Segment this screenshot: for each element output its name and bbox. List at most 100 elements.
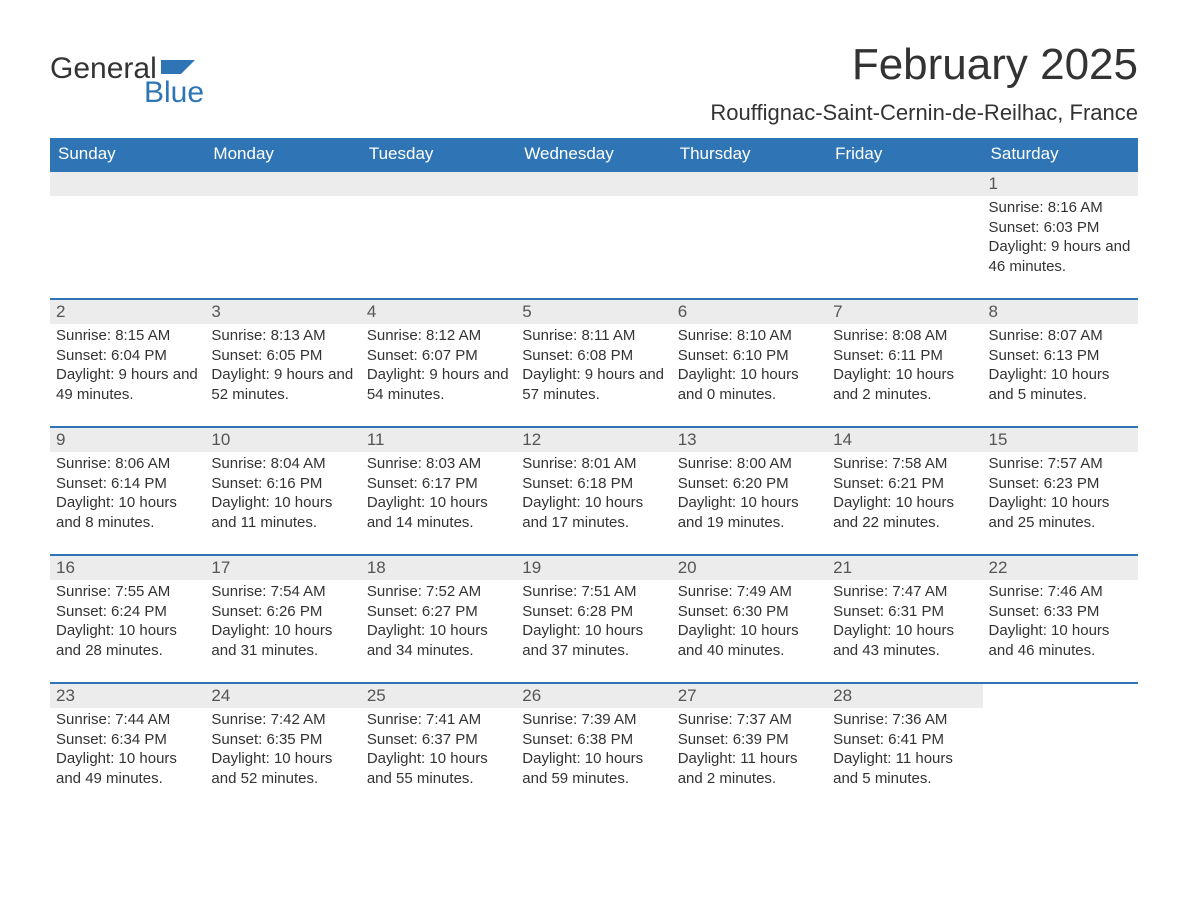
day-number-empty [672,172,827,196]
sunset-text: Sunset: 6:35 PM [211,730,354,750]
day-number: 2 [50,300,205,324]
sunset-text: Sunset: 6:20 PM [678,474,821,494]
sunrise-text: Sunrise: 7:57 AM [989,454,1132,474]
sunrise-text: Sunrise: 8:12 AM [367,326,510,346]
day-number: 4 [361,300,516,324]
day-header: Sunday [50,138,205,170]
calendar-week-row: 2Sunrise: 8:15 AMSunset: 6:04 PMDaylight… [50,298,1138,426]
page-title: February 2025 [710,40,1138,90]
sunset-text: Sunset: 6:33 PM [989,602,1132,622]
sunset-text: Sunset: 6:04 PM [56,346,199,366]
calendar-day-cell: 11Sunrise: 8:03 AMSunset: 6:17 PMDayligh… [361,428,516,554]
calendar-day-cell: 17Sunrise: 7:54 AMSunset: 6:26 PMDayligh… [205,556,360,682]
day-details: Sunrise: 8:15 AMSunset: 6:04 PMDaylight:… [50,324,205,412]
calendar-day-cell: 19Sunrise: 7:51 AMSunset: 6:28 PMDayligh… [516,556,671,682]
daylight-text: Daylight: 10 hours and 8 minutes. [56,493,199,532]
day-number: 6 [672,300,827,324]
calendar-day-cell [516,172,671,298]
daylight-text: Daylight: 10 hours and 52 minutes. [211,749,354,788]
sunrise-text: Sunrise: 8:04 AM [211,454,354,474]
sunrise-text: Sunrise: 8:10 AM [678,326,821,346]
sunset-text: Sunset: 6:16 PM [211,474,354,494]
sunset-text: Sunset: 6:11 PM [833,346,976,366]
day-details: Sunrise: 7:52 AMSunset: 6:27 PMDaylight:… [361,580,516,668]
daylight-text: Daylight: 9 hours and 49 minutes. [56,365,199,404]
logo-word2: Blue [144,76,204,110]
sunset-text: Sunset: 6:38 PM [522,730,665,750]
sunrise-text: Sunrise: 7:37 AM [678,710,821,730]
day-number: 13 [672,428,827,452]
sunrise-text: Sunrise: 8:11 AM [522,326,665,346]
day-details: Sunrise: 7:47 AMSunset: 6:31 PMDaylight:… [827,580,982,668]
daylight-text: Daylight: 10 hours and 17 minutes. [522,493,665,532]
daylight-text: Daylight: 9 hours and 57 minutes. [522,365,665,404]
day-details: Sunrise: 8:13 AMSunset: 6:05 PMDaylight:… [205,324,360,412]
day-details: Sunrise: 7:39 AMSunset: 6:38 PMDaylight:… [516,708,671,796]
sunset-text: Sunset: 6:21 PM [833,474,976,494]
sunset-text: Sunset: 6:14 PM [56,474,199,494]
sunset-text: Sunset: 6:37 PM [367,730,510,750]
day-details: Sunrise: 8:07 AMSunset: 6:13 PMDaylight:… [983,324,1138,412]
location-subtitle: Rouffignac-Saint-Cernin-de-Reilhac, Fran… [710,100,1138,126]
daylight-text: Daylight: 10 hours and 31 minutes. [211,621,354,660]
daylight-text: Daylight: 11 hours and 5 minutes. [833,749,976,788]
sunset-text: Sunset: 6:17 PM [367,474,510,494]
day-number: 7 [827,300,982,324]
calendar-day-cell: 5Sunrise: 8:11 AMSunset: 6:08 PMDaylight… [516,300,671,426]
calendar-day-cell: 6Sunrise: 8:10 AMSunset: 6:10 PMDaylight… [672,300,827,426]
calendar-day-cell: 2Sunrise: 8:15 AMSunset: 6:04 PMDaylight… [50,300,205,426]
sunrise-text: Sunrise: 7:47 AM [833,582,976,602]
calendar-day-cell [827,172,982,298]
daylight-text: Daylight: 10 hours and 46 minutes. [989,621,1132,660]
sunrise-text: Sunrise: 7:52 AM [367,582,510,602]
daylight-text: Daylight: 9 hours and 54 minutes. [367,365,510,404]
calendar-day-cell: 28Sunrise: 7:36 AMSunset: 6:41 PMDayligh… [827,684,982,810]
day-number: 9 [50,428,205,452]
calendar-day-cell: 13Sunrise: 8:00 AMSunset: 6:20 PMDayligh… [672,428,827,554]
day-number: 8 [983,300,1138,324]
header-row: General Blue February 2025 Rouffignac-Sa… [50,40,1138,134]
sunrise-text: Sunrise: 8:07 AM [989,326,1132,346]
day-number: 15 [983,428,1138,452]
sunset-text: Sunset: 6:27 PM [367,602,510,622]
calendar-day-cell: 21Sunrise: 7:47 AMSunset: 6:31 PMDayligh… [827,556,982,682]
day-details: Sunrise: 7:42 AMSunset: 6:35 PMDaylight:… [205,708,360,796]
daylight-text: Daylight: 10 hours and 37 minutes. [522,621,665,660]
day-details: Sunrise: 8:12 AMSunset: 6:07 PMDaylight:… [361,324,516,412]
day-details: Sunrise: 7:49 AMSunset: 6:30 PMDaylight:… [672,580,827,668]
sunrise-text: Sunrise: 7:44 AM [56,710,199,730]
daylight-text: Daylight: 9 hours and 52 minutes. [211,365,354,404]
calendar-day-cell [672,172,827,298]
calendar-day-cell: 3Sunrise: 8:13 AMSunset: 6:05 PMDaylight… [205,300,360,426]
sunset-text: Sunset: 6:05 PM [211,346,354,366]
sunset-text: Sunset: 6:18 PM [522,474,665,494]
day-number: 11 [361,428,516,452]
day-header: Saturday [983,138,1138,170]
sunrise-text: Sunrise: 7:58 AM [833,454,976,474]
logo: General Blue [50,52,204,110]
calendar-day-cell: 15Sunrise: 7:57 AMSunset: 6:23 PMDayligh… [983,428,1138,554]
day-number: 20 [672,556,827,580]
flag-icon [161,56,195,78]
sunset-text: Sunset: 6:26 PM [211,602,354,622]
day-number: 12 [516,428,671,452]
title-block: February 2025 Rouffignac-Saint-Cernin-de… [710,40,1138,134]
day-header: Wednesday [516,138,671,170]
calendar-day-cell: 27Sunrise: 7:37 AMSunset: 6:39 PMDayligh… [672,684,827,810]
calendar-day-cell: 7Sunrise: 8:08 AMSunset: 6:11 PMDaylight… [827,300,982,426]
day-details: Sunrise: 7:44 AMSunset: 6:34 PMDaylight:… [50,708,205,796]
daylight-text: Daylight: 10 hours and 28 minutes. [56,621,199,660]
day-header: Monday [205,138,360,170]
day-number-empty [983,684,1138,708]
sunrise-text: Sunrise: 7:42 AM [211,710,354,730]
sunset-text: Sunset: 6:08 PM [522,346,665,366]
sunrise-text: Sunrise: 7:51 AM [522,582,665,602]
sunrise-text: Sunrise: 7:55 AM [56,582,199,602]
daylight-text: Daylight: 10 hours and 2 minutes. [833,365,976,404]
day-number: 17 [205,556,360,580]
sunrise-text: Sunrise: 8:00 AM [678,454,821,474]
day-number: 26 [516,684,671,708]
sunrise-text: Sunrise: 8:13 AM [211,326,354,346]
calendar-week-row: 16Sunrise: 7:55 AMSunset: 6:24 PMDayligh… [50,554,1138,682]
day-number: 5 [516,300,671,324]
